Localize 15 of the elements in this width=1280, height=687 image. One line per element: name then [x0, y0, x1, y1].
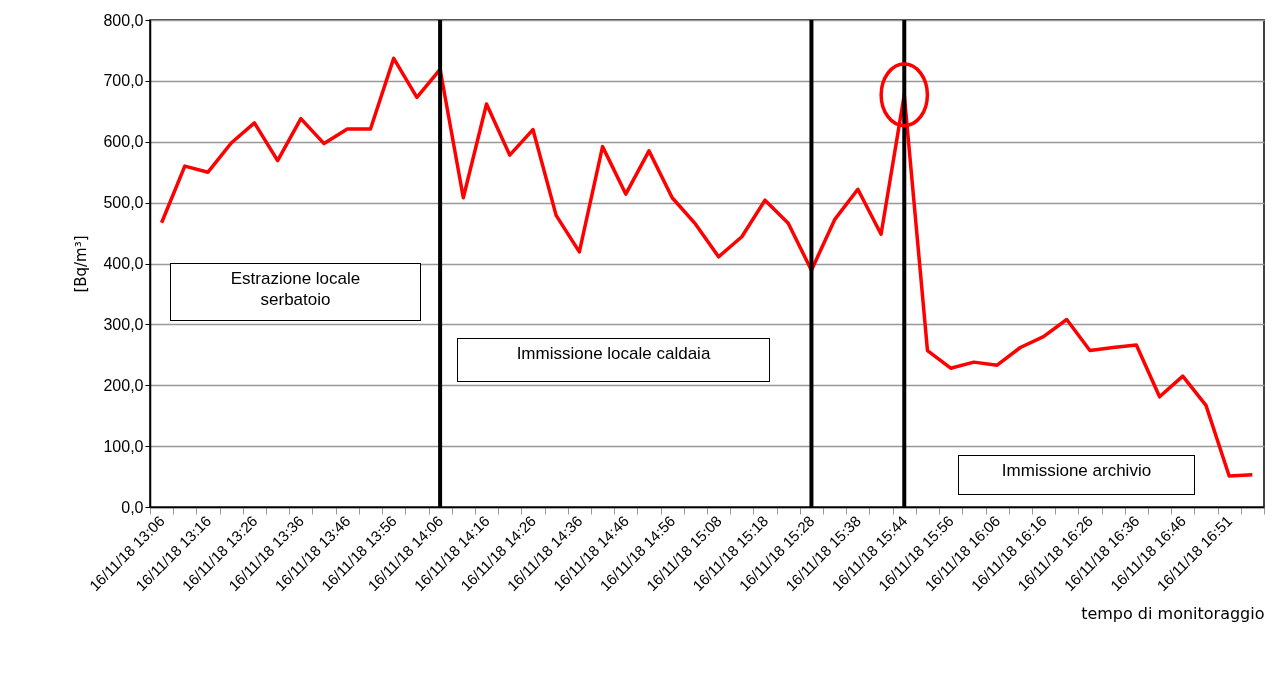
- y-tick-label: 700,0: [103, 72, 144, 90]
- x-axis-title: tempo di monitoraggio: [1081, 604, 1265, 624]
- y-tick-label: 300,0: [103, 315, 144, 333]
- y-tick-label: 200,0: [103, 376, 144, 394]
- y-tick-label: 600,0: [103, 133, 144, 151]
- y-tick-label: 400,0: [103, 255, 144, 272]
- y-tick-label: 0,0: [121, 498, 144, 516]
- y-tick-label: 800,0: [103, 11, 144, 29]
- text-box: Immissione locale caldaia: [457, 338, 770, 382]
- y-axis-title: [Bq/m³]: [72, 235, 91, 293]
- y-tick-label: 100,0: [103, 437, 144, 455]
- text-box: Immissione archivio: [958, 455, 1195, 495]
- y-tick-label: 500,0: [103, 194, 144, 212]
- text-box: Estrazione locale serbatoio: [170, 263, 421, 321]
- line-series: [159, 56, 1255, 478]
